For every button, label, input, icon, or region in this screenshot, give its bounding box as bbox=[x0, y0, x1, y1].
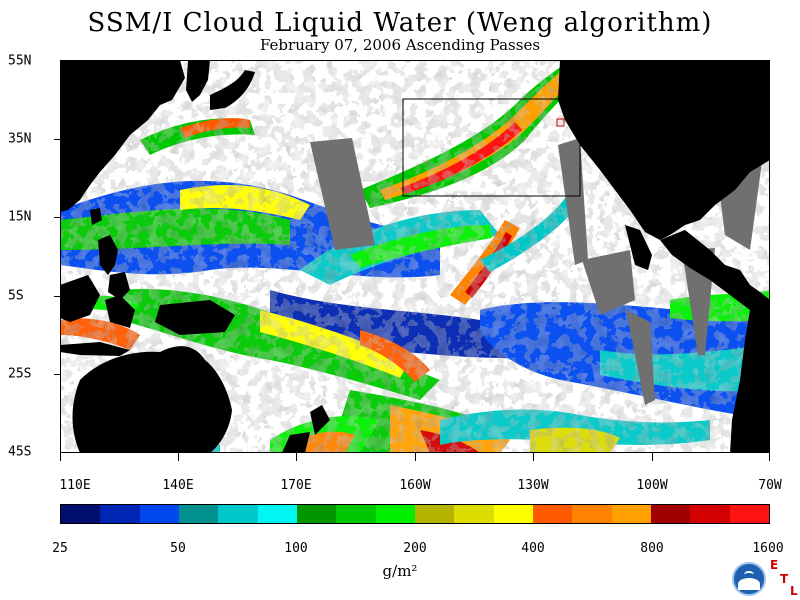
lat-label: 55N bbox=[8, 53, 32, 69]
lon-tick bbox=[533, 453, 534, 461]
new-zealand-north-island bbox=[310, 405, 330, 435]
colorbar-units: g/m² bbox=[382, 562, 418, 580]
lon-tick bbox=[178, 453, 179, 461]
colorbar-label: 200 bbox=[403, 541, 427, 556]
chart-title: SSM/I Cloud Liquid Water (Weng algorithm… bbox=[87, 8, 713, 38]
baja-california bbox=[625, 225, 652, 270]
new-zealand-south-island bbox=[282, 432, 310, 453]
colorbar-segment bbox=[218, 505, 258, 523]
colorbar-label: 25 bbox=[52, 541, 68, 556]
japan-island bbox=[210, 70, 255, 110]
lon-tick bbox=[769, 453, 770, 461]
colorbar-segment bbox=[414, 505, 455, 523]
colorbar-segment bbox=[611, 505, 651, 523]
lat-label: 5S bbox=[8, 288, 24, 304]
lat-label: 15N bbox=[8, 209, 32, 225]
etl-letter: T bbox=[780, 572, 789, 586]
colorbar-segment bbox=[532, 505, 573, 523]
lat-tick bbox=[54, 374, 60, 375]
noaa-logo bbox=[732, 562, 766, 596]
red-marker bbox=[556, 118, 565, 127]
colorbar-segment bbox=[650, 505, 691, 523]
colorbar-segment bbox=[296, 505, 337, 523]
lon-tick bbox=[296, 453, 297, 461]
lat-tick bbox=[54, 139, 60, 140]
lon-tick bbox=[415, 453, 416, 461]
colorbar-segment bbox=[139, 505, 179, 523]
lat-label: 45S bbox=[8, 444, 32, 460]
colorbar-label: 100 bbox=[284, 541, 308, 556]
colorbar-label: 1600 bbox=[752, 541, 784, 556]
philippines-south bbox=[108, 272, 130, 300]
colorbar-segment bbox=[493, 505, 533, 523]
south-america-landmass bbox=[730, 308, 770, 453]
korea-peninsula bbox=[186, 60, 210, 102]
lon-label: 140E bbox=[162, 478, 194, 493]
analysis-box bbox=[402, 98, 581, 197]
australia-landmass bbox=[72, 346, 232, 453]
java-island bbox=[60, 342, 130, 356]
lon-label: 70W bbox=[758, 478, 782, 493]
borneo-island bbox=[60, 275, 100, 322]
land-masses bbox=[60, 60, 770, 453]
north-america-landmass bbox=[558, 60, 770, 240]
sulawesi-island bbox=[105, 295, 135, 328]
lat-label: 25S bbox=[8, 366, 32, 382]
colorbar-segment bbox=[257, 505, 297, 523]
etl-letter: E bbox=[770, 558, 779, 572]
lat-tick bbox=[54, 296, 60, 297]
chart-subtitle: February 07, 2006 Ascending Passes bbox=[259, 36, 541, 54]
new-guinea-island bbox=[155, 300, 235, 335]
colorbar-segment bbox=[572, 505, 612, 523]
colorbar-segment bbox=[61, 505, 101, 523]
colorbar-label: 800 bbox=[640, 541, 664, 556]
lon-label: 110E bbox=[59, 478, 91, 493]
central-america bbox=[660, 230, 770, 320]
lat-tick bbox=[54, 217, 60, 218]
etl-letter: L bbox=[790, 584, 798, 598]
philippines-north bbox=[98, 235, 118, 275]
lon-label: 170E bbox=[280, 478, 312, 493]
noaa-wave-icon bbox=[738, 578, 760, 590]
colorbar-segment bbox=[690, 505, 730, 523]
colorbar bbox=[60, 504, 770, 524]
colorbar-label: 50 bbox=[170, 541, 186, 556]
colorbar-segment bbox=[178, 505, 219, 523]
lon-tick bbox=[652, 453, 653, 461]
colorbar-segment bbox=[100, 505, 140, 523]
colorbar-label: 400 bbox=[521, 541, 545, 556]
map-svg bbox=[60, 60, 770, 453]
noaa-bird-icon bbox=[744, 571, 754, 578]
lon-tick bbox=[60, 453, 61, 461]
lat-label: 35N bbox=[8, 131, 32, 147]
colorbar-segment bbox=[454, 505, 494, 523]
asia-landmass bbox=[60, 60, 185, 212]
colorbar-segment bbox=[729, 505, 769, 523]
colorbar-segment bbox=[375, 505, 415, 523]
taiwan-island bbox=[90, 208, 102, 225]
colorbar-segment bbox=[336, 505, 376, 523]
lon-label: 100W bbox=[636, 478, 668, 493]
lon-label: 160W bbox=[399, 478, 431, 493]
cloud-liquid-water-map bbox=[60, 60, 770, 453]
lon-label: 130W bbox=[517, 478, 549, 493]
